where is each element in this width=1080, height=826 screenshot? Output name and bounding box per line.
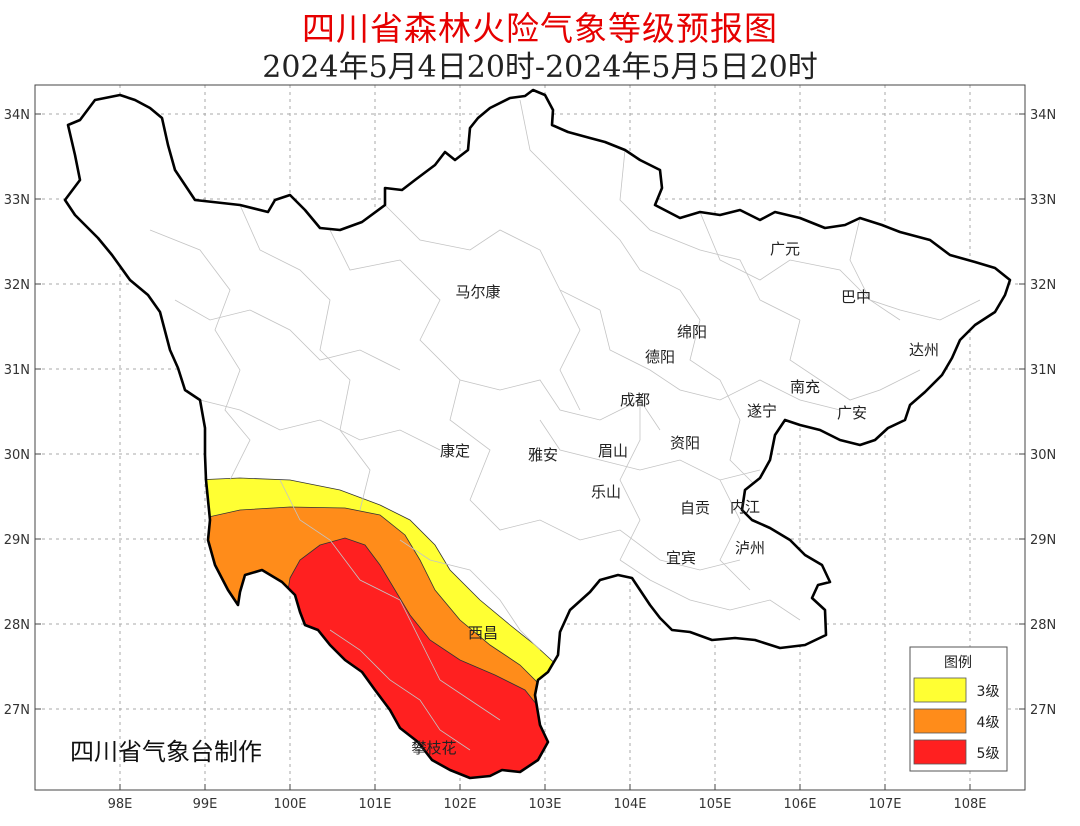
city-label: 西昌 [468, 624, 498, 642]
lon-labels: 98E 99E 100E 101E 102E 103E 104E 105E 10… [108, 797, 987, 812]
city-label: 宜宾 [666, 549, 696, 567]
lat-labels-right: 34N 33N 32N 31N 30N 29N 28N 27N [1030, 108, 1056, 718]
city-label: 遂宁 [747, 402, 777, 420]
lon-label: 102E [443, 797, 476, 812]
map-title: 四川省森林火险气象等级预报图 [302, 9, 778, 48]
county-borders [149, 99, 981, 751]
tick-marks [35, 113, 1025, 790]
lat-label: 29N [1030, 533, 1056, 548]
lon-label: 106E [783, 797, 816, 812]
lat-label: 31N [4, 363, 30, 378]
lat-label: 34N [1030, 108, 1056, 123]
lat-label: 33N [1030, 193, 1056, 208]
city-label: 广元 [770, 240, 800, 258]
city-label: 德阳 [645, 348, 675, 366]
lon-label: 98E [108, 797, 133, 812]
lon-label: 103E [528, 797, 561, 812]
lat-label: 34N [4, 108, 30, 123]
lon-label: 101E [358, 797, 391, 812]
city-label: 南充 [790, 378, 820, 396]
lon-label: 105E [698, 797, 731, 812]
lat-label: 31N [1030, 363, 1056, 378]
lon-label: 99E [193, 797, 218, 812]
lat-label: 29N [4, 533, 30, 548]
legend-swatch-4 [913, 708, 967, 734]
city-label: 马尔康 [455, 283, 500, 301]
legend-label: 5级 [977, 746, 1000, 762]
lon-label: 100E [273, 797, 306, 812]
lon-label: 104E [613, 797, 646, 812]
city-label: 雅安 [528, 446, 558, 464]
city-label: 达州 [909, 341, 939, 359]
lat-label: 32N [4, 278, 30, 293]
legend-label: 3级 [977, 684, 1000, 700]
city-label: 巴中 [841, 288, 871, 306]
city-label: 成都 [620, 391, 650, 409]
producer-credit: 四川省气象台制作 [70, 738, 262, 766]
map-subtitle: 2024年5月4日20时-2024年5月5日20时 [262, 50, 818, 85]
map-frame [34, 84, 1026, 791]
lat-label: 32N [1030, 278, 1056, 293]
lat-label: 30N [4, 448, 30, 463]
city-label: 广安 [837, 404, 867, 422]
city-label: 乐山 [591, 483, 621, 501]
lat-labels-left: 34N 33N 32N 31N 30N 29N 28N 27N [4, 108, 30, 718]
lat-label: 27N [1030, 703, 1056, 718]
lon-label: 107E [868, 797, 901, 812]
lat-label: 28N [1030, 618, 1056, 633]
lon-label: 108E [953, 797, 986, 812]
legend-title: 图例 [944, 655, 972, 671]
lat-label: 33N [4, 193, 30, 208]
city-label: 内江 [730, 498, 760, 516]
city-label: 攀枝花 [411, 739, 456, 757]
lat-label: 30N [1030, 448, 1056, 463]
lat-label: 27N [4, 703, 30, 718]
city-label: 资阳 [670, 434, 700, 452]
city-label: 泸州 [735, 539, 765, 557]
city-labels: 广元 巴中 马尔康 绵阳 达州 德阳 南充 成都 遂宁 广安 康定 雅安 眉山 … [411, 240, 939, 757]
legend-label: 4级 [977, 715, 1000, 731]
legend-swatch-5 [913, 739, 967, 765]
lat-label: 28N [4, 618, 30, 633]
legend-swatch-3 [913, 677, 967, 703]
city-label: 绵阳 [677, 323, 707, 341]
city-label: 康定 [440, 442, 470, 460]
city-label: 眉山 [598, 442, 628, 460]
legend: 图例 3级 4级 5级 [909, 646, 1008, 772]
city-label: 自贡 [680, 499, 710, 517]
